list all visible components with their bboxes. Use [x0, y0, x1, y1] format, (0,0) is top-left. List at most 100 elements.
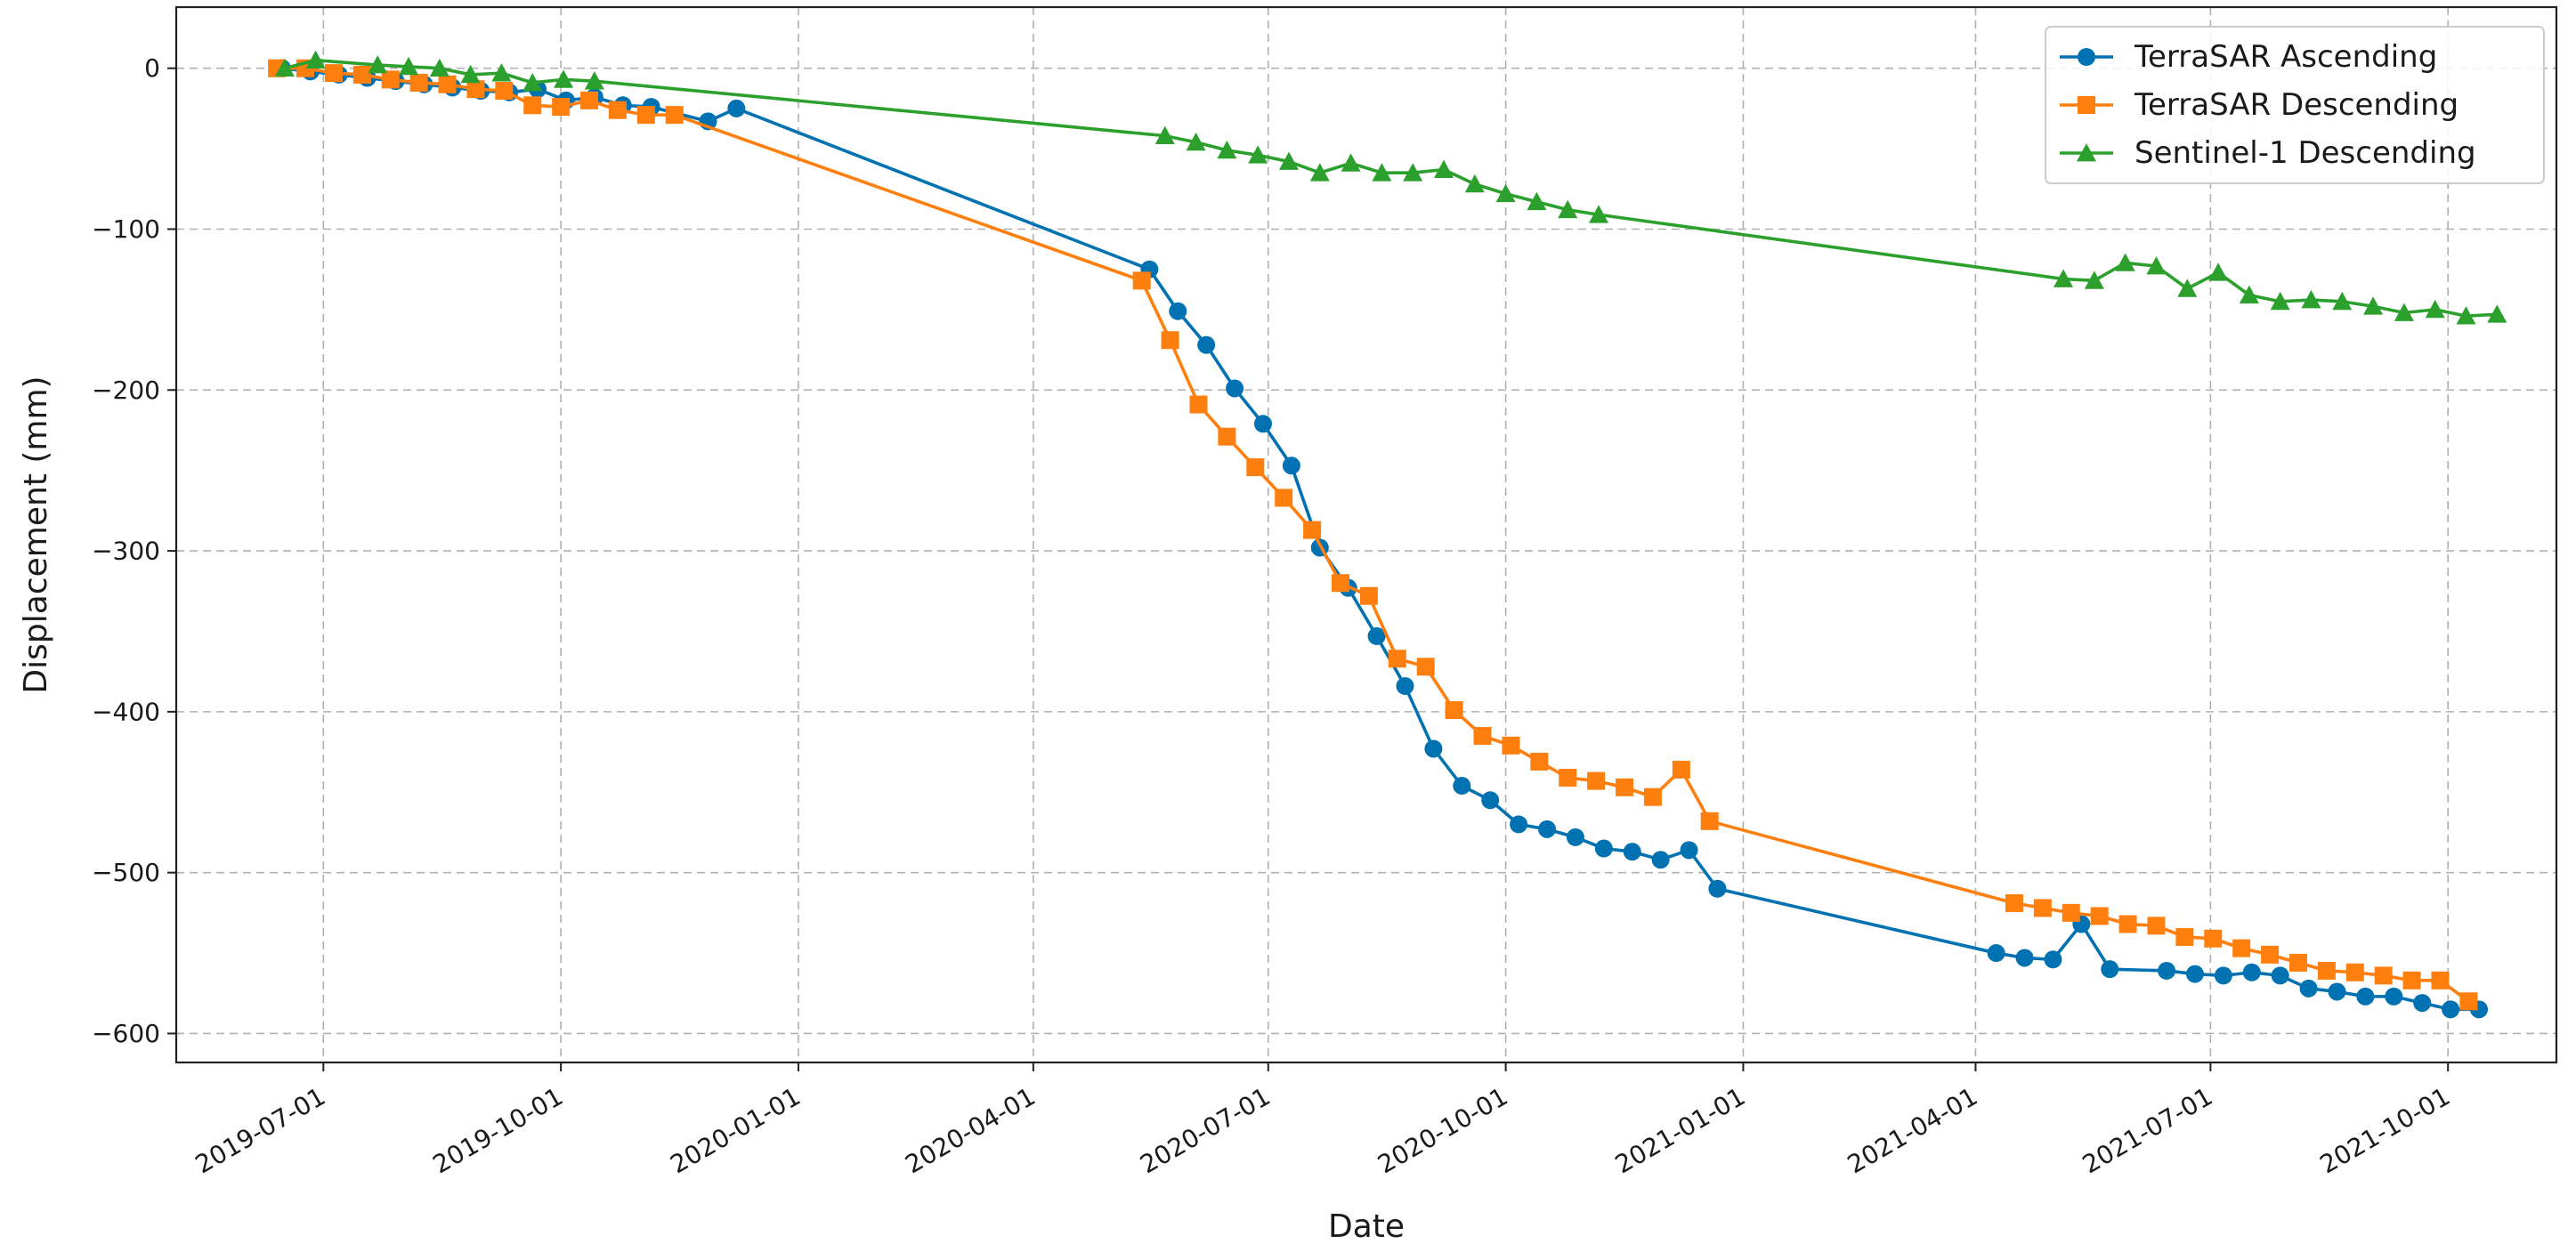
data-point: [2345, 963, 2364, 981]
data-point: [2015, 949, 2034, 967]
data-point: [2177, 279, 2198, 297]
y-tick-label: −300: [92, 537, 160, 566]
data-point: [1424, 739, 1443, 758]
data-point: [1623, 843, 1641, 861]
data-point: [2185, 965, 2204, 983]
data-point: [2413, 994, 2432, 1013]
data-point: [2431, 971, 2450, 989]
series-line: [281, 66, 2479, 1012]
data-point: [1248, 145, 1268, 164]
data-point: [1161, 331, 1179, 350]
data-point: [2317, 961, 2336, 980]
data-point: [2101, 960, 2119, 979]
data-point: [1589, 205, 1609, 223]
data-point: [2332, 291, 2353, 311]
data-point: [460, 64, 481, 84]
data-point: [2425, 299, 2445, 319]
y-tick-label: 0: [144, 53, 160, 83]
x-tick-label: 2021-07-01: [2078, 1081, 2217, 1179]
data-point: [1217, 140, 1237, 159]
x-tick-label: 2019-10-01: [428, 1081, 568, 1179]
legend-box: [2045, 26, 2545, 184]
data-point: [1154, 125, 1175, 144]
data-point: [522, 72, 543, 92]
data-point: [1587, 771, 1606, 790]
data-point: [495, 82, 514, 101]
data-point: [584, 71, 604, 90]
legend-marker: [2078, 48, 2095, 66]
data-point: [1275, 489, 1293, 507]
data-point: [1987, 944, 2005, 963]
data-point: [2204, 929, 2223, 948]
series-line: [277, 66, 2470, 1003]
data-point: [2062, 903, 2080, 922]
data-point: [2054, 269, 2074, 287]
data-point: [1396, 676, 1414, 695]
data-point: [429, 58, 450, 77]
data-point: [1388, 650, 1406, 668]
legend-label: Sentinel-1 Descending: [2135, 135, 2476, 171]
data-point: [2158, 961, 2176, 980]
legend-item: TerraSAR Descending: [2060, 87, 2459, 123]
data-point: [580, 91, 599, 109]
data-point: [2208, 262, 2229, 281]
x-tick-label: 2020-04-01: [900, 1081, 1040, 1179]
data-point: [1530, 752, 1549, 771]
data-point: [1527, 191, 1547, 211]
data-point: [2288, 953, 2307, 972]
series-sentinel-1-descending: [274, 50, 2507, 325]
axis-ticks: 2019-07-01 2019-10-01 2020-01-01 2020-04-01…: [92, 53, 2455, 1179]
data-point: [636, 106, 655, 125]
data-point: [1538, 820, 1557, 838]
series-terrasar-ascending: [272, 59, 2488, 1019]
data-point: [1189, 395, 1208, 414]
data-point: [1566, 828, 1584, 846]
data-point: [2301, 290, 2321, 309]
data-point: [727, 99, 746, 117]
legend-label: TerraSAR Ascending: [2134, 39, 2437, 75]
data-point: [1341, 153, 1361, 172]
data-point: [305, 50, 326, 69]
data-point: [1278, 151, 1299, 170]
data-point: [1226, 379, 1244, 398]
legend-item: Sentinel-1 Descending: [2060, 135, 2476, 171]
data-point: [608, 101, 627, 119]
y-tick-label: −600: [92, 1019, 160, 1048]
data-point: [1303, 521, 1322, 539]
y-tick-label: −400: [92, 697, 160, 726]
data-point: [2044, 950, 2062, 969]
data-point: [2214, 966, 2232, 985]
data-point: [2271, 966, 2289, 985]
data-point: [1559, 768, 1577, 787]
series-line: [284, 58, 2498, 318]
data-point: [2402, 971, 2421, 989]
data-point: [324, 64, 343, 83]
y-tick-label: −100: [92, 214, 160, 244]
data-point: [2394, 303, 2414, 321]
x-tick-label: 2021-10-01: [2315, 1081, 2455, 1179]
x-axis-label: Date: [1328, 1208, 1405, 1245]
data-point: [2363, 296, 2384, 315]
data-point: [1700, 812, 1719, 830]
data-point: [1132, 271, 1151, 290]
data-point: [2328, 982, 2346, 1001]
data-point: [2385, 987, 2403, 1006]
data-point: [1481, 791, 1500, 810]
legend-label: TerraSAR Descending: [2134, 87, 2459, 123]
data-point: [381, 70, 400, 89]
data-point: [1403, 163, 1423, 182]
data-point: [1680, 841, 1698, 860]
data-point: [274, 58, 295, 77]
x-tick-label: 2021-01-01: [1610, 1081, 1750, 1179]
x-tick-label: 2020-07-01: [1135, 1081, 1275, 1179]
data-point: [1672, 760, 1690, 779]
data-point: [1651, 851, 1670, 869]
data-point: [409, 73, 428, 92]
data-point: [399, 56, 419, 76]
data-point: [1282, 456, 1300, 475]
y-tick-label: −500: [92, 858, 160, 887]
legend-item: TerraSAR Ascending: [2060, 39, 2437, 75]
data-point: [2299, 979, 2318, 998]
x-tick-label: 2020-01-01: [665, 1081, 805, 1179]
